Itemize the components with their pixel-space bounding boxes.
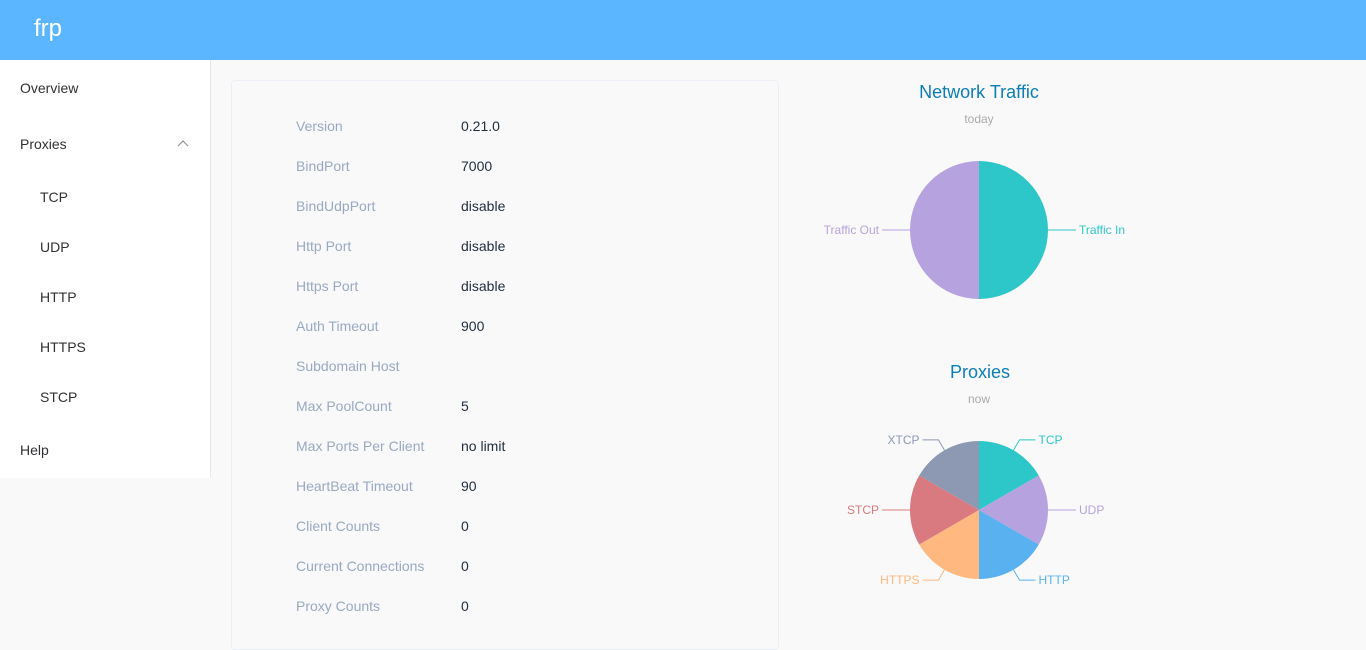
info-value: 7000 xyxy=(461,158,493,174)
traffic-chart-title: Network Traffic xyxy=(919,82,1039,102)
sidebar-item-help[interactable]: Help xyxy=(20,442,49,458)
pie-label-stcp: STCP xyxy=(847,503,879,517)
info-label: Version xyxy=(296,118,343,134)
info-label: Max Ports Per Client xyxy=(296,438,425,454)
info-label: Https Port xyxy=(296,278,359,294)
info-label: BindPort xyxy=(296,158,350,174)
info-value: 0.21.0 xyxy=(461,118,500,134)
top-header: frp xyxy=(0,0,1366,60)
info-value: 5 xyxy=(461,398,469,414)
sidebar-item-proxies[interactable]: Proxies xyxy=(20,136,67,152)
info-label: Max PoolCount xyxy=(296,398,392,414)
info-label: Current Connections xyxy=(296,558,425,574)
pie-label-xtcp: XTCP xyxy=(887,433,919,447)
info-value: 0 xyxy=(461,558,469,574)
pie-slice-tcp[interactable] xyxy=(979,441,1039,510)
info-label: HeartBeat Timeout xyxy=(296,478,413,494)
sidebar-item-https[interactable]: HTTPS xyxy=(40,339,86,355)
traffic-chart-subtitle: today xyxy=(964,112,994,126)
info-value: 0 xyxy=(461,598,469,614)
pie-slice-http[interactable] xyxy=(979,510,1039,579)
pie-label-line-https xyxy=(922,569,945,581)
pie-label-traffic-in: Traffic In xyxy=(1079,223,1125,237)
info-label: Subdomain Host xyxy=(296,358,400,374)
sidebar-item-overview[interactable]: Overview xyxy=(20,80,79,96)
info-value: disable xyxy=(461,278,506,294)
sidebar-item-tcp[interactable]: TCP xyxy=(40,189,68,205)
info-label: Proxy Counts xyxy=(296,598,381,614)
pie-slice-https[interactable] xyxy=(919,510,979,579)
info-value: disable xyxy=(461,198,506,214)
info-value: disable xyxy=(461,238,506,254)
pie-slice-traffic-out[interactable] xyxy=(910,161,979,299)
sidebar-item-stcp[interactable]: STCP xyxy=(40,389,78,405)
pie-slice-stcp[interactable] xyxy=(910,475,979,545)
pie-label-udp: UDP xyxy=(1079,503,1104,517)
pie-label-http: HTTP xyxy=(1039,573,1070,587)
pie-label-line-http xyxy=(1013,569,1036,581)
sidebar-item-udp[interactable]: UDP xyxy=(40,239,70,255)
info-label: Auth Timeout xyxy=(296,318,379,334)
brand-logo[interactable]: frp xyxy=(34,15,63,42)
pie-label-line-tcp xyxy=(1013,439,1036,451)
info-value: 900 xyxy=(461,318,485,334)
sidebar-menu: Overview Proxies TCP UDP HTTP HTTPS STCP… xyxy=(0,60,211,478)
pie-label-tcp: TCP xyxy=(1039,433,1063,447)
sidebar-item-http[interactable]: HTTP xyxy=(40,289,77,305)
info-label: Http Port xyxy=(296,238,352,254)
pie-label-traffic-out: Traffic Out xyxy=(824,223,880,237)
info-label: Client Counts xyxy=(296,518,381,534)
pie-slice-traffic-in[interactable] xyxy=(979,161,1048,299)
info-label: BindUdpPort xyxy=(296,198,376,214)
info-value: no limit xyxy=(461,438,506,454)
proxies-chart-title: Proxies xyxy=(949,362,1011,382)
info-value: 90 xyxy=(461,478,477,494)
proxies-chart-subtitle: now xyxy=(967,392,990,406)
chevron-up-icon[interactable] xyxy=(176,138,190,148)
info-value: 0 xyxy=(461,518,469,534)
pie-slice-udp[interactable] xyxy=(979,475,1048,545)
pie-slice-xtcp[interactable] xyxy=(919,441,979,510)
pie-label-line-xtcp xyxy=(922,439,945,451)
server-info-panel: Version 0.21.0 BindPort 7000 BindUdpPort… xyxy=(231,80,779,650)
pie-label-https: HTTPS xyxy=(880,573,919,587)
